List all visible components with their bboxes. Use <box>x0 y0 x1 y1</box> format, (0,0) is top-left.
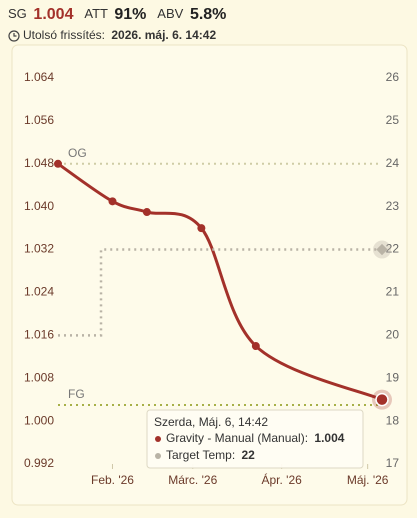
updated: Utolsó frissítés: 2026. máj. 6. 14:42 <box>23 28 216 42</box>
y-tick-label: 1.016 <box>24 327 54 341</box>
y-tick-label: 1.024 <box>24 285 54 299</box>
y2-tick-label: 17 <box>386 456 400 470</box>
y2-tick-label: 25 <box>386 113 400 127</box>
x-tick-label: Máj. '26 <box>347 473 389 487</box>
tooltip-box <box>146 409 364 469</box>
tooltip-row: Gravity - Manual (Manual): 1.004 <box>166 431 345 445</box>
marker <box>251 342 260 351</box>
y-tick-label: 1.040 <box>24 199 54 213</box>
att-value: 91% <box>114 6 146 23</box>
marker <box>142 208 151 217</box>
y-tick-label: 1.008 <box>24 370 54 384</box>
stats: SG 1.004 ATT 91% ABV 5.8% <box>8 6 226 23</box>
sg-value: 1.004 <box>33 6 73 23</box>
target-temp-line <box>58 248 382 337</box>
clock-icon <box>8 30 20 42</box>
tooltip-title: Szerda, Máj. 6, 14:42 <box>154 415 268 429</box>
marker <box>54 159 62 168</box>
y-tick-label: 0.992 <box>24 456 54 470</box>
y-tick-label: 1.032 <box>24 242 54 256</box>
updated-label: Utolsó frissítés: <box>23 28 105 42</box>
marker <box>197 224 206 233</box>
abv-value: 5.8% <box>190 6 226 23</box>
y2-tick-label: 23 <box>386 199 400 213</box>
tooltip-value: 1.004 <box>314 431 344 445</box>
y2-tick-label: 19 <box>386 370 400 384</box>
reference-label: OG <box>68 146 87 160</box>
x-tick-label: Feb. '26 <box>91 473 134 487</box>
marker <box>375 392 389 407</box>
updated-value: 2026. máj. 6. 14:42 <box>111 28 216 42</box>
marker <box>376 243 388 256</box>
y2-tick-label: 24 <box>386 156 400 170</box>
y2-tick-label: 21 <box>386 285 400 299</box>
tooltip-label: Target Temp: <box>166 448 235 462</box>
chart-panel <box>11 44 408 506</box>
tooltip-row: Target Temp: 22 <box>166 448 255 462</box>
tooltip: Szerda, Máj. 6, 14:42 Gravity - Manual (… <box>146 409 364 469</box>
x-tick-label: Márc. '26 <box>168 473 217 487</box>
tooltip-value: 22 <box>242 448 256 462</box>
tooltip-bullet <box>155 436 161 442</box>
y2-tick-label: 18 <box>386 413 400 427</box>
y-tick-label: 1.064 <box>24 70 54 84</box>
abv-label: ABV <box>157 6 183 21</box>
y2-tick-label: 22 <box>386 242 400 256</box>
y-tick-label: 1.000 <box>24 413 54 427</box>
clock-hands <box>13 33 17 37</box>
plot: 0.992 1.000 1.008 1.016 1.024 1.032 1.040 1.048… <box>24 70 399 487</box>
x-tick-label: Ápr. '26 <box>261 472 302 487</box>
y2-axis: 17 18 19 20 21 22 23 24 25 26 <box>386 70 400 470</box>
y2-tick-label: 20 <box>386 327 400 341</box>
y-tick-label: 1.048 <box>24 156 54 170</box>
sg-label: SG <box>8 6 27 21</box>
tooltip-bullet <box>155 453 161 459</box>
tooltip-label: Gravity - Manual (Manual): <box>166 431 308 445</box>
reference-label: FG <box>68 387 85 401</box>
marker <box>108 197 117 206</box>
att-label: ATT <box>84 6 108 21</box>
y2-tick-label: 26 <box>386 70 400 84</box>
y-tick-label: 1.056 <box>24 113 54 127</box>
